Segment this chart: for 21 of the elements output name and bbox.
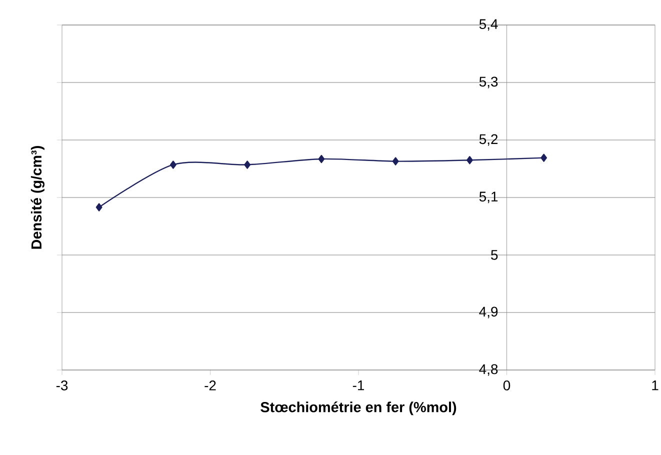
- y-tick-label: 4,8: [479, 364, 498, 376]
- point: [466, 156, 473, 164]
- y-tick-label: 5,2: [479, 134, 498, 146]
- x-tick-label: -1: [352, 380, 364, 390]
- point: [96, 203, 102, 212]
- x-tick-label: 0: [503, 380, 510, 390]
- x-axis-title: Stœchiométrie en fer (%mol): [260, 402, 456, 416]
- x-tick-label: -2: [204, 380, 216, 390]
- point: [244, 160, 251, 169]
- y-tick-label: 5: [491, 250, 498, 260]
- point: [170, 160, 176, 169]
- y-tick-label: 5,4: [479, 19, 498, 31]
- y-tick-label: 5,3: [479, 76, 498, 88]
- y-tick-label: 5,1: [479, 192, 498, 204]
- point: [318, 154, 325, 164]
- y-tick-label: 4,9: [479, 306, 498, 318]
- point: [540, 154, 548, 162]
- point: [392, 157, 399, 166]
- y-axis-title: Densité (g/cm³): [30, 146, 44, 249]
- x-tick-label: -3: [56, 380, 68, 390]
- x-tick-label: 1: [652, 380, 658, 390]
